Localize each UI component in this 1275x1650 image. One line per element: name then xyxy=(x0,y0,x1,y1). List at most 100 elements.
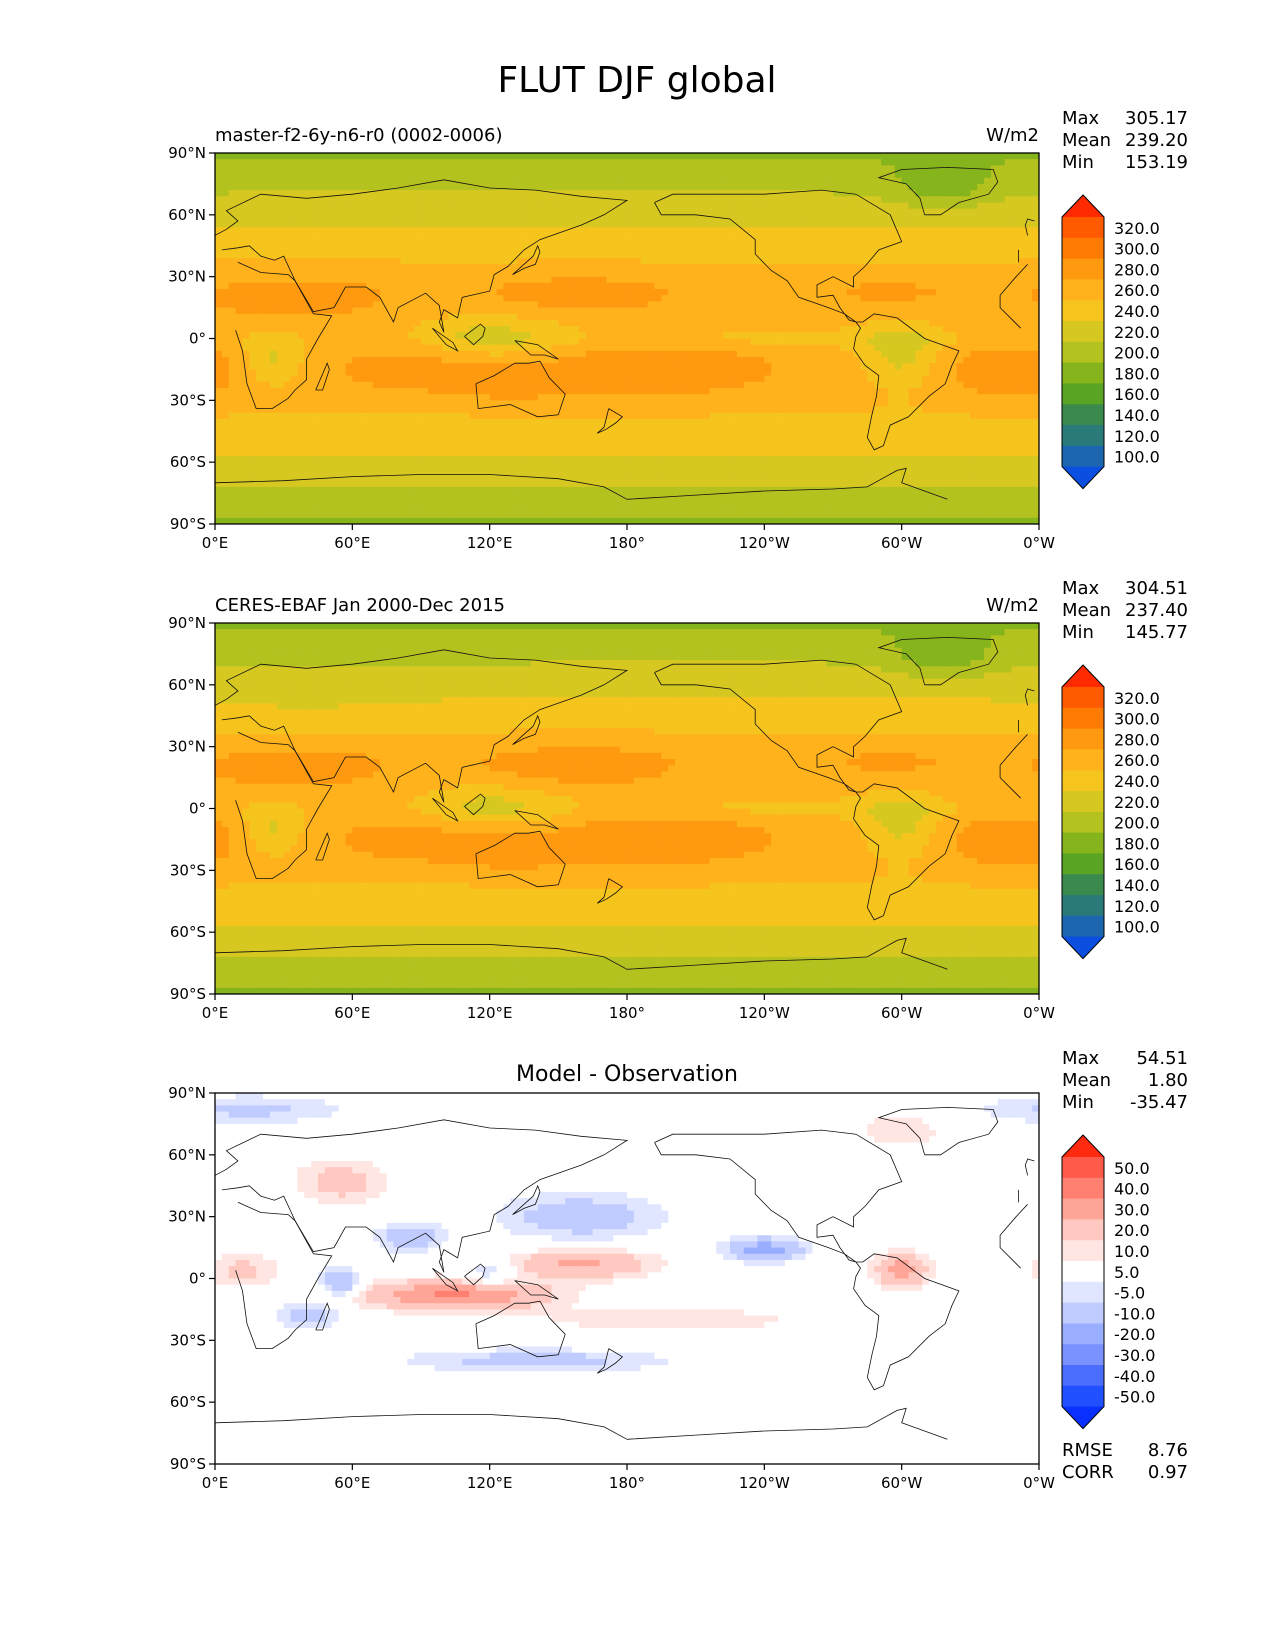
stat-label: Min xyxy=(1062,622,1094,643)
panel-center-label: Model - Observation xyxy=(516,1062,738,1087)
colorbar-segment xyxy=(1062,1385,1104,1407)
x-tick-label: 60°W xyxy=(881,1474,923,1492)
x-tick-label: 180° xyxy=(609,1004,645,1022)
y-tick-label: 90°S xyxy=(170,985,206,1003)
coastline-borneo xyxy=(464,323,486,346)
stat-value: 304.51 xyxy=(1125,578,1188,599)
y-tick-label: 60°N xyxy=(168,1146,206,1164)
colorbar-extend-max xyxy=(1062,1135,1104,1157)
coastline-africa xyxy=(235,1201,333,1349)
coastline-africa xyxy=(999,264,1028,296)
coastline-japan xyxy=(512,244,541,275)
colorbar-outline xyxy=(1061,664,1105,960)
colorbar-segment xyxy=(1062,687,1104,709)
colorbar-segment xyxy=(1062,404,1104,426)
colorbar-tick-label: 180.0 xyxy=(1114,364,1160,383)
coastline-antarctica xyxy=(215,474,628,500)
colorbar-segment xyxy=(1062,279,1104,301)
colorbar-tick-label: 160.0 xyxy=(1114,385,1160,404)
stat-value: 8.76 xyxy=(1148,1440,1188,1461)
panel-left-label: CERES-EBAF Jan 2000-Dec 2015 xyxy=(215,595,505,616)
coastline-samerica xyxy=(853,313,960,451)
panel-left-label: master-f2-6y-n6-r0 (0002-0006) xyxy=(215,125,502,146)
colorbar-tick-label: 180.0 xyxy=(1114,834,1160,853)
panel-units: W/m2 xyxy=(986,595,1039,616)
stat-value: 0.97 xyxy=(1148,1462,1188,1483)
coastline-australia xyxy=(475,360,566,418)
colorbar-segment xyxy=(1062,791,1104,813)
coastline-newguinea xyxy=(514,810,559,830)
figure-title: FLUT DJF global xyxy=(497,60,776,101)
colorbar-tick-label: 160.0 xyxy=(1114,855,1160,874)
colorbar-extend-min xyxy=(1062,936,1104,959)
x-tick-label: 0°E xyxy=(202,534,229,552)
x-tick-label: 120°E xyxy=(467,1474,513,1492)
colorbar-segment xyxy=(1062,749,1104,771)
stat-label: Mean xyxy=(1062,1070,1111,1091)
colorbar-tick-label: -5.0 xyxy=(1114,1284,1145,1303)
colorbar-segment xyxy=(1062,853,1104,875)
colorbar-segment xyxy=(1062,811,1104,833)
y-tick-label: 0° xyxy=(189,330,206,348)
colorbar-segment xyxy=(1062,832,1104,854)
stat-label: Max xyxy=(1062,1048,1100,1069)
coastline-greenland xyxy=(877,1106,999,1156)
coastline-madagascar xyxy=(315,1302,330,1331)
colorbar-segment xyxy=(1062,1365,1104,1387)
stat-label: Mean xyxy=(1062,130,1111,151)
x-tick-label: 120°W xyxy=(739,534,790,552)
coastline-madagascar xyxy=(315,832,330,861)
colorbar-tick-label: 5.0 xyxy=(1114,1263,1139,1282)
y-tick-label: 60°S xyxy=(170,453,206,471)
colorbar-extend-min xyxy=(1062,1406,1104,1429)
colorbar-segment xyxy=(1062,321,1104,343)
colorbar-tick-label: 120.0 xyxy=(1114,897,1160,916)
x-tick-label: 0°W xyxy=(1023,1474,1055,1492)
y-tick-label: 90°S xyxy=(170,515,206,533)
stat-label: RMSE xyxy=(1062,1440,1113,1461)
colorbar-tick-label: 100.0 xyxy=(1114,448,1160,467)
map-field-model xyxy=(215,153,1039,524)
colorbar-tick-label: 200.0 xyxy=(1114,814,1160,833)
colorbar-tick-label: 10.0 xyxy=(1114,1242,1150,1261)
colorbar-segment xyxy=(1062,1219,1104,1241)
colorbar-segment xyxy=(1062,728,1104,750)
colorbar-tick-label: 240.0 xyxy=(1114,772,1160,791)
x-tick-label: 0°W xyxy=(1023,534,1055,552)
colorbar-tick-label: 200.0 xyxy=(1114,344,1160,363)
coastline-newguinea xyxy=(514,1280,559,1300)
y-tick-label: 60°N xyxy=(168,206,206,224)
coastline-namerica xyxy=(654,659,903,793)
coastline-antarctica xyxy=(215,1414,628,1440)
colorbar-tick-label: 260.0 xyxy=(1114,751,1160,770)
y-tick-label: 30°S xyxy=(170,861,206,879)
colorbar-segment xyxy=(1062,425,1104,447)
x-tick-label: 180° xyxy=(609,534,645,552)
colorbar-tick-label: 260.0 xyxy=(1114,281,1160,300)
coastline-sumatra xyxy=(432,1267,459,1292)
coastline-eurasia xyxy=(215,649,629,803)
colorbar-tick-label: 300.0 xyxy=(1114,240,1160,259)
stat-value: 305.17 xyxy=(1125,108,1188,129)
coastline-madagascar xyxy=(315,362,330,391)
colorbar-tick-label: 100.0 xyxy=(1114,918,1160,937)
colorbar-segment xyxy=(1062,237,1104,259)
colorbar-segment xyxy=(1062,707,1104,729)
stat-value: -35.47 xyxy=(1130,1092,1188,1113)
colorbar-outline xyxy=(1061,1134,1105,1430)
colorbar-diff: 50.0 40.030.0 20.0 10.0 5.0 -5.0-10.0 -20.0 -30… xyxy=(1061,1134,1155,1430)
colorbar-tick-label: -10.0 xyxy=(1114,1304,1155,1323)
colorbar-segment xyxy=(1062,1240,1104,1262)
coastline-eurasia xyxy=(215,1119,629,1273)
stat-label: Mean xyxy=(1062,600,1111,621)
coastlines-model xyxy=(215,166,1035,500)
coastline-borneo xyxy=(464,793,486,816)
coastline-uk xyxy=(1024,218,1035,236)
x-tick-label: 60°E xyxy=(334,1004,370,1022)
x-tick-label: 0°W xyxy=(1023,1004,1055,1022)
coastline-antarctica xyxy=(626,937,948,970)
coastline-africa xyxy=(999,734,1028,766)
y-tick-label: 90°N xyxy=(168,614,206,632)
y-tick-label: 30°S xyxy=(170,1331,206,1349)
colorbar-extend-min xyxy=(1062,466,1104,489)
